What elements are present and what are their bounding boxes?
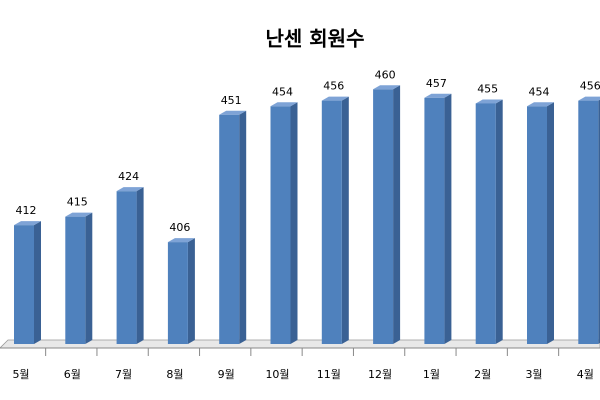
bar-side — [239, 110, 247, 345]
bar — [578, 100, 599, 345]
bar-side — [34, 221, 41, 344]
bar — [475, 103, 496, 344]
bar-side — [547, 102, 554, 344]
bar-side — [136, 187, 144, 344]
value-label: 424 — [118, 170, 139, 183]
bar — [527, 106, 547, 344]
value-label: 454 — [272, 85, 293, 98]
bar-side — [444, 93, 452, 344]
bar-side — [341, 96, 349, 345]
value-label: 456 — [323, 80, 344, 93]
bar — [270, 106, 291, 344]
bar-top — [578, 96, 600, 101]
bar-top — [14, 221, 41, 226]
bar-side — [290, 102, 298, 344]
bar — [424, 97, 445, 344]
bar-top — [373, 85, 401, 90]
bar-top — [475, 99, 503, 104]
value-label: 460 — [375, 68, 396, 81]
bar-top — [270, 102, 298, 107]
bar-side — [85, 212, 93, 344]
value-label: 415 — [67, 196, 88, 209]
bar-top — [321, 96, 349, 101]
bar — [65, 216, 86, 344]
bar-side — [187, 238, 195, 344]
bar-side — [393, 85, 401, 345]
bar-top — [424, 93, 452, 98]
value-label: 454 — [529, 85, 550, 98]
x-tick-label: 6월 — [64, 368, 81, 381]
value-label: 457 — [426, 77, 447, 90]
x-tick-label: 1월 — [423, 368, 440, 381]
bar — [373, 89, 394, 344]
bar-side — [495, 99, 503, 344]
x-tick-label: 11월 — [317, 368, 341, 381]
x-tick-label: 2월 — [474, 368, 491, 381]
bar — [219, 114, 240, 345]
bar — [321, 100, 342, 345]
value-label: 412 — [16, 204, 37, 217]
x-tick-label: 8월 — [166, 368, 183, 381]
bar-top — [219, 110, 247, 115]
bar — [167, 242, 188, 344]
value-label: 456 — [580, 80, 600, 93]
bar-top — [116, 187, 144, 192]
value-label: 451 — [221, 94, 242, 107]
x-tick-label: 12월 — [368, 368, 392, 381]
x-tick-label: 4월 — [577, 368, 594, 381]
x-tick-label: 9월 — [218, 368, 235, 381]
value-label: 455 — [477, 82, 498, 95]
bar-top — [527, 102, 554, 107]
x-tick-label: 3월 — [525, 368, 542, 381]
bar-top — [65, 212, 93, 217]
bar — [14, 225, 34, 344]
x-tick-label: 7월 — [115, 368, 132, 381]
chart-title: 난센 회원수 — [266, 27, 365, 51]
bar — [116, 191, 137, 344]
value-label: 406 — [169, 221, 190, 234]
x-tick-label: 5월 — [12, 368, 29, 381]
bar-top — [167, 238, 195, 243]
x-tick-label: 10월 — [265, 368, 289, 381]
